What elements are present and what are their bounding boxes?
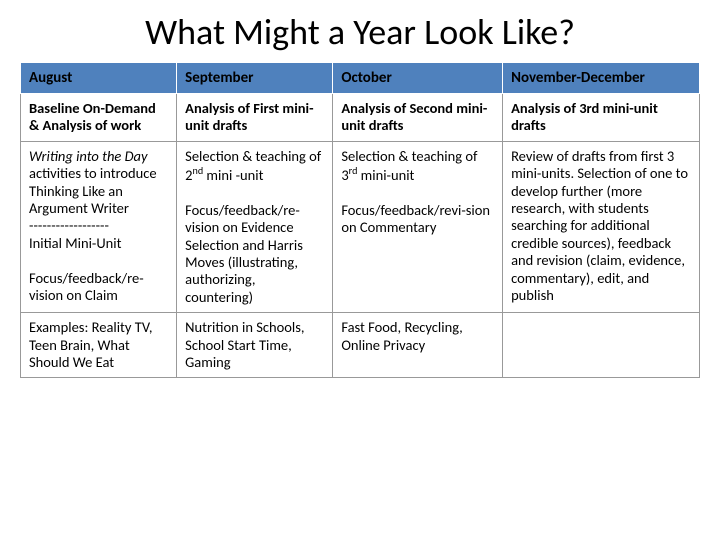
table-header-row: August September October November-Decemb… bbox=[21, 63, 700, 94]
col-header-september: September bbox=[177, 63, 333, 94]
table-cell: Analysis of 3rd mini-unit drafts bbox=[503, 94, 700, 142]
col-header-nov-dec: November-December bbox=[503, 63, 700, 94]
table-cell: Examples: Reality TV, Teen Brain, What S… bbox=[21, 313, 177, 378]
table-cell: Review of drafts from first 3 mini-units… bbox=[503, 141, 700, 312]
table-cell: Selection & teaching of 3rd mini-unitFoc… bbox=[333, 141, 503, 312]
table-body: Baseline On-Demand & Analysis of workAna… bbox=[21, 94, 700, 378]
table-cell: Fast Food, Recycling, Online Privacy bbox=[333, 313, 503, 378]
table-row: Examples: Reality TV, Teen Brain, What S… bbox=[21, 313, 700, 378]
table-cell: Baseline On-Demand & Analysis of work bbox=[21, 94, 177, 142]
table-cell: Analysis of Second mini-unit drafts bbox=[333, 94, 503, 142]
slide-container: What Might a Year Look Like? August Sept… bbox=[0, 0, 720, 540]
table-cell: Analysis of First mini-unit drafts bbox=[177, 94, 333, 142]
table-row: Baseline On-Demand & Analysis of workAna… bbox=[21, 94, 700, 142]
page-title: What Might a Year Look Like? bbox=[20, 10, 700, 54]
table-cell: Nutrition in Schools, School Start Time,… bbox=[177, 313, 333, 378]
year-plan-table: August September October November-Decemb… bbox=[20, 62, 700, 378]
table-cell: Selection & teaching of 2nd mini -unitFo… bbox=[177, 141, 333, 312]
col-header-october: October bbox=[333, 63, 503, 94]
table-cell bbox=[503, 313, 700, 378]
col-header-august: August bbox=[21, 63, 177, 94]
table-cell: Writing into the Day activities to intro… bbox=[21, 141, 177, 312]
table-row: Writing into the Day activities to intro… bbox=[21, 141, 700, 312]
